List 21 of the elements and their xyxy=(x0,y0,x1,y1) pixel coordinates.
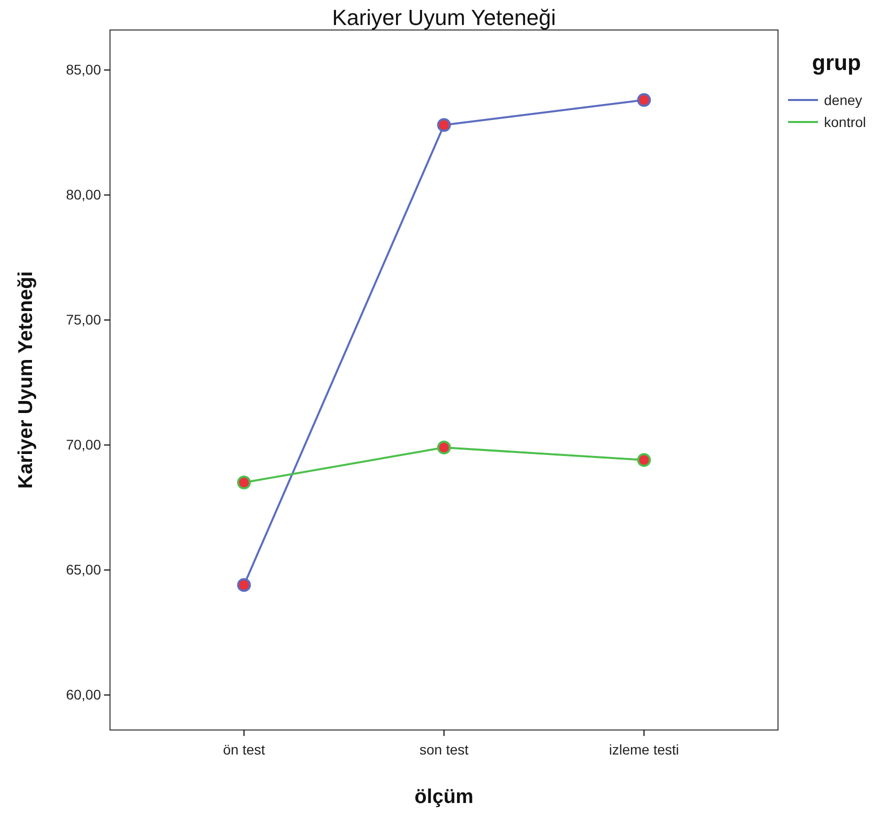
point xyxy=(237,476,251,490)
legend-title: grup xyxy=(812,50,861,75)
y-tick-label: 85,00 xyxy=(66,61,102,78)
x-axis-title: ölçüm xyxy=(414,786,474,808)
point xyxy=(437,440,451,454)
x-tick-label: ön test xyxy=(222,741,266,758)
y-tick-label: 60,00 xyxy=(66,686,102,702)
legend-label: deney xyxy=(824,92,862,108)
point xyxy=(637,453,651,467)
legend-label: kontrol xyxy=(824,114,866,130)
chart-title: Kariyer Uyum Yeteneği xyxy=(332,5,556,30)
x-tick-label: izleme testi xyxy=(608,741,680,758)
y-tick-label: 65,00 xyxy=(66,561,102,578)
point xyxy=(637,93,651,107)
y-tick-label: 75,00 xyxy=(66,311,102,328)
x-tick-label: son test xyxy=(419,741,469,758)
y-tick-label: 80,00 xyxy=(66,186,102,202)
y-axis-title: Kariyer Uyum Yeteneği xyxy=(15,271,37,489)
point xyxy=(437,118,451,132)
y-tick-label: 70,00 xyxy=(66,436,102,452)
point xyxy=(237,578,251,592)
